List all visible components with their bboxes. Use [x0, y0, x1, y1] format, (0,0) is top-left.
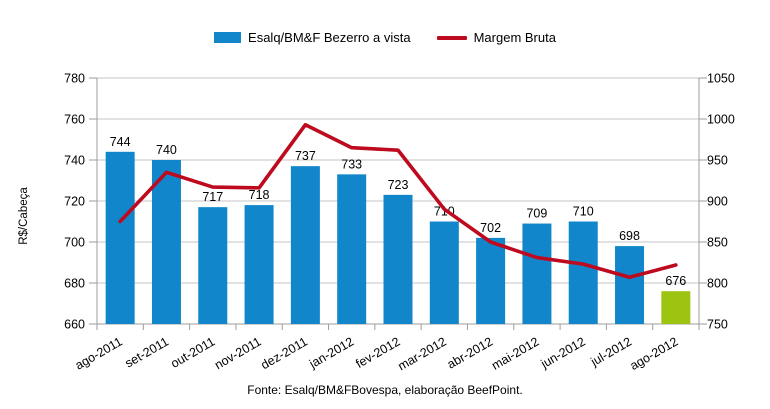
left-axis-tick-label: 740 — [64, 154, 85, 168]
bar-ago-2012 — [661, 291, 691, 324]
x-axis-label: abr-2012 — [445, 334, 495, 371]
right-axis-tick-label: 1050 — [707, 72, 735, 86]
x-axis-label: jun-2012 — [538, 334, 588, 371]
legend-label-bezerro: Esalq/BM&F Bezerro a vista — [248, 30, 411, 45]
bar-value-label: 702 — [480, 221, 501, 235]
left-axis-tick-label: 720 — [64, 195, 85, 209]
x-axis-label: nov-2011 — [212, 334, 263, 372]
right-axis-tick-label: 750 — [707, 318, 728, 332]
bar-mar-2012 — [429, 221, 459, 324]
bar-ago-2011 — [105, 151, 135, 324]
bar-dez-2011 — [290, 166, 320, 324]
bar-nov-2011 — [244, 205, 274, 324]
bar-value-label: 740 — [156, 143, 177, 157]
bar-abr-2012 — [476, 237, 506, 324]
bar-jan-2012 — [337, 174, 367, 324]
bar-value-label: 676 — [665, 274, 686, 288]
bar-out-2011 — [198, 207, 228, 324]
x-axis-label: ago-2011 — [73, 334, 125, 372]
bar-value-label: 737 — [295, 149, 316, 163]
bar-jul-2012 — [615, 246, 645, 324]
x-axis-label: set-2011 — [123, 334, 171, 370]
legend-label-margem: Margem Bruta — [473, 30, 556, 45]
blue-bar-swatch-icon — [214, 32, 242, 43]
bar-fev-2012 — [383, 194, 413, 324]
left-axis-tick-label: 700 — [64, 236, 85, 250]
bar-value-label: 698 — [619, 229, 640, 243]
bar-value-label: 723 — [388, 178, 409, 192]
right-axis-tick-label: 900 — [707, 195, 728, 209]
right-axis-tick-label: 850 — [707, 236, 728, 250]
left-axis-tick-label: 660 — [64, 318, 85, 332]
bar-value-label: 717 — [202, 190, 223, 204]
right-axis-tick-label: 800 — [707, 277, 728, 291]
margem-bruta-line — [118, 122, 678, 280]
chart-legend: Esalq/BM&F Bezerro a vista Margem Bruta — [0, 30, 770, 45]
left-axis-tick-label: 780 — [64, 72, 85, 86]
x-axis-label: jan-2012 — [306, 334, 356, 371]
left-axis-tick-label: 760 — [64, 113, 85, 127]
bar-value-label: 744 — [110, 135, 131, 149]
bar-value-label: 733 — [341, 157, 362, 171]
x-axis-label: jul-2012 — [588, 334, 634, 369]
bar-value-label: 710 — [573, 205, 594, 219]
right-axis-tick-label: 1000 — [707, 113, 735, 127]
x-axis-label: out-2011 — [168, 334, 217, 370]
bar-value-label: 709 — [526, 207, 547, 221]
bar-mai-2012 — [522, 223, 552, 324]
red-line-swatch-icon — [436, 35, 467, 40]
legend-item-bezerro: Esalq/BM&F Bezerro a vista — [214, 30, 411, 45]
left-axis-tick-label: 680 — [64, 277, 85, 291]
legend-item-margem: Margem Bruta — [436, 30, 556, 45]
x-axis-label: mai-2012 — [489, 334, 541, 372]
x-axis-label: ago-2012 — [628, 334, 681, 373]
y-axis-title: R$/Cabeça — [18, 187, 30, 245]
x-axis-label: mar-2012 — [395, 334, 448, 373]
source-note: Fonte: Esalq/BM&FBovespa, elaboração Bee… — [247, 383, 523, 397]
bar-set-2011 — [151, 160, 181, 324]
x-axis-label: fev-2012 — [353, 334, 402, 370]
bar-jun-2012 — [568, 221, 598, 324]
right-axis-tick-label: 950 — [707, 154, 728, 168]
bar-value-label: 718 — [249, 188, 270, 202]
x-axis-label: dez-2011 — [259, 334, 310, 372]
